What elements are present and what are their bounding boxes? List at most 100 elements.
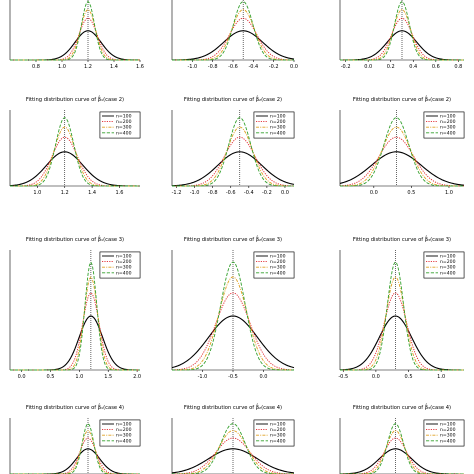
x-tick-label: 0.0 xyxy=(18,374,26,380)
x-tick-label: -0.2 xyxy=(269,64,279,70)
legend-label: n=100 xyxy=(116,254,132,260)
x-tick-label: -1.0 xyxy=(187,64,197,70)
legend-label: n=100 xyxy=(440,114,456,120)
panel-r1-c1: 0.8 1.0 1.2 1.4 1.6 xyxy=(9,0,144,70)
x-tick-label: 1.6 xyxy=(115,190,123,196)
legend-label: n=300 xyxy=(440,125,456,131)
density-curve-n=400 xyxy=(10,0,140,61)
x-tick-label: -0.4 xyxy=(248,64,258,70)
x-tick-label: 2.0 xyxy=(133,374,141,380)
x-tick-label: 1.2 xyxy=(84,64,92,70)
x-tick-label: -0.5 xyxy=(228,374,238,380)
legend-label: n=200 xyxy=(270,259,286,265)
density-curve-n=400 xyxy=(340,0,464,61)
density-curve-n=100 xyxy=(171,315,295,369)
legend-label: n=300 xyxy=(440,265,456,271)
panel-title: Fitting distribution curve of β̂₃(case 4… xyxy=(353,404,451,411)
x-tick-label: 0.8 xyxy=(454,64,462,70)
x-tick-label: -1.2 xyxy=(172,190,182,196)
x-tick-label: -0.5 xyxy=(338,374,348,380)
legend-label: n=400 xyxy=(440,438,456,444)
panel-title: Fitting distribution curve of β̂₃(case 3… xyxy=(353,236,451,243)
density-curve-n=100 xyxy=(339,30,465,61)
panel-title: Fitting distribution curve of β̂₁(case 2… xyxy=(26,96,124,103)
panel-r1-c2: -1.0 -0.8 -0.6 -0.4 -0.2 0.0 xyxy=(171,0,298,70)
x-tick-label: 0.0 xyxy=(260,374,268,380)
density-curve-n=200 xyxy=(9,136,140,187)
density-curve-n=100 xyxy=(171,30,295,61)
panel-title: Fitting distribution curve of β̂₁(case 3… xyxy=(26,236,124,243)
density-curve-n=400 xyxy=(10,117,140,187)
x-tick-label: 0.0 xyxy=(364,64,372,70)
x-tick-label: -1.0 xyxy=(190,190,200,196)
density-curve-n=100 xyxy=(9,151,140,187)
x-tick-label: 1.0 xyxy=(33,190,41,196)
legend-label: n=100 xyxy=(440,422,456,428)
x-tick-label: 1.4 xyxy=(88,190,96,196)
panel-r1-c3: -0.2 0.0 0.2 0.4 0.6 0.8 xyxy=(339,0,465,70)
x-tick-label: -0.8 xyxy=(208,64,218,70)
legend-label: n=400 xyxy=(116,438,132,444)
density-curve-n=200 xyxy=(340,437,464,474)
x-tick-label: 1.0 xyxy=(445,190,453,196)
x-tick-label: 1.5 xyxy=(104,374,112,380)
legend-label: n=300 xyxy=(270,265,286,271)
x-tick-label: 1.6 xyxy=(136,64,144,70)
density-curve-n=200 xyxy=(172,136,295,187)
legend-label: n=400 xyxy=(116,130,132,136)
x-tick-label: -0.2 xyxy=(262,190,272,196)
panel-title: Fitting distribution curve of β̂₂(case 2… xyxy=(184,96,282,103)
x-tick-label: 0.0 xyxy=(370,190,378,196)
panel-title: Fitting distribution curve of β̂₃(case 2… xyxy=(353,96,451,103)
density-curve-n=200 xyxy=(10,17,140,61)
density-curve-n=100 xyxy=(10,315,140,371)
density-curve-n=200 xyxy=(10,292,140,371)
legend-label: n=100 xyxy=(270,254,286,260)
density-curve-n=400 xyxy=(172,1,294,61)
density-curve-n=200 xyxy=(340,292,464,371)
density-curve-n=200 xyxy=(171,292,295,371)
x-tick-label: -0.4 xyxy=(244,190,254,196)
legend-label: n=400 xyxy=(270,130,286,136)
legend-label: n=400 xyxy=(440,270,456,276)
legend-label: n=200 xyxy=(116,427,132,433)
legend-label: n=300 xyxy=(270,125,286,131)
legend-label: n=100 xyxy=(270,422,286,428)
x-tick-label: -0.6 xyxy=(226,190,236,196)
density-curve-n=400 xyxy=(10,260,140,371)
x-tick-label: 1.4 xyxy=(110,64,118,70)
density-curve-n=300 xyxy=(172,276,294,371)
legend-label: n=100 xyxy=(116,114,132,120)
density-curve-n=100 xyxy=(10,448,140,474)
x-tick-label: 0.2 xyxy=(387,64,395,70)
x-tick-label: 0.0 xyxy=(290,64,298,70)
density-curve-n=100 xyxy=(10,30,141,61)
density-curve-n=100 xyxy=(339,315,464,371)
legend-label: n=200 xyxy=(116,259,132,265)
legend-label: n=300 xyxy=(116,265,132,271)
density-curve-n=400 xyxy=(340,261,464,371)
legend-label: n=300 xyxy=(270,433,286,439)
legend-label: n=400 xyxy=(116,270,132,276)
x-tick-label: 0.4 xyxy=(409,64,417,70)
density-curve-n=300 xyxy=(171,430,295,474)
panel-title: Fitting distribution curve of β̂₁(case 4… xyxy=(26,404,124,411)
x-tick-label: 1.0 xyxy=(437,374,445,380)
panels-container: 0.8 1.0 1.2 1.4 1.6 -1.0 -0.8 -0.6 -0.4 -0.2 0.0 -0… xyxy=(9,0,465,474)
x-tick-label: 0.5 xyxy=(407,190,415,196)
legend-label: n=400 xyxy=(270,438,286,444)
x-tick-label: -0.8 xyxy=(208,190,218,196)
